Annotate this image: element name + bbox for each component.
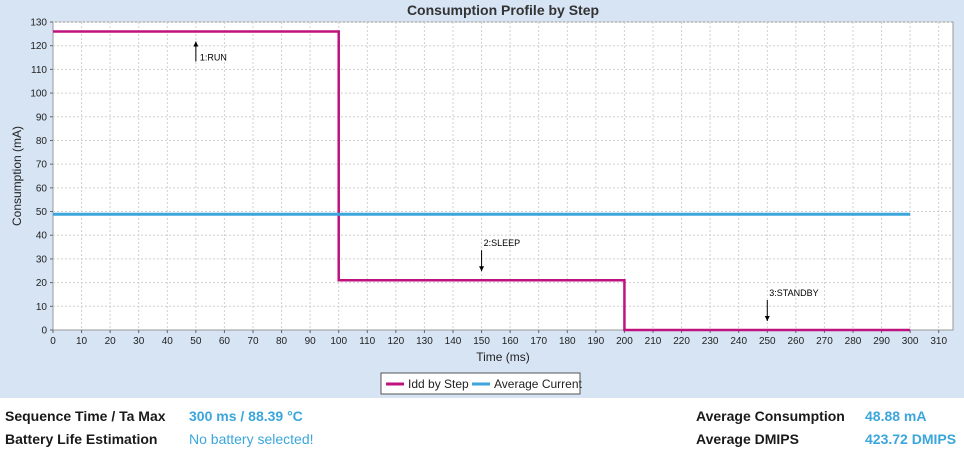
x-tick-label: 110 (359, 336, 375, 347)
x-tick-label: 10 (76, 336, 88, 347)
x-axis-label: Time (ms) (476, 350, 530, 364)
x-tick-label: 260 (788, 336, 805, 347)
average-consumption-label: Average Consumption (696, 408, 845, 424)
sequence-time-value: 300 ms / 88.39 °C (189, 408, 303, 424)
annotation-arrowhead-3-standby (764, 316, 770, 321)
y-tick-label: 130 (30, 18, 47, 29)
y-tick-label: 0 (41, 326, 47, 337)
consumption-chart: Consumption Profile by Step 0 10 20 30 40 50 60… (10, 2, 954, 395)
plot-area (52, 21, 954, 331)
y-tick-label: 60 (36, 183, 48, 194)
x-tick-label: 70 (247, 336, 259, 347)
x-tick-label: 80 (276, 336, 288, 347)
x-tick-label: 240 (730, 336, 747, 347)
x-tick-label: 310 (930, 336, 947, 347)
y-axis-label: Consumption (mA) (10, 126, 24, 226)
legend-label-average-current: Average Current (494, 377, 582, 391)
average-consumption-value: 48.88 mA (865, 408, 927, 424)
x-tick-label: 170 (530, 336, 547, 347)
y-tick-label: 30 (36, 254, 48, 265)
x-tick-label: 250 (759, 336, 776, 347)
chart-title: Consumption Profile by Step (407, 2, 599, 18)
annotation-label-2-sleep: 2:SLEEP (484, 238, 521, 248)
x-tick-label: 60 (219, 336, 231, 347)
x-tick-label: 280 (845, 336, 862, 347)
x-tick-label: 190 (588, 336, 605, 347)
x-tick-label: 50 (190, 336, 202, 347)
sequence-time-label: Sequence Time / Ta Max (5, 408, 166, 424)
x-tick-label: 140 (445, 336, 462, 347)
x-tick-label: 290 (873, 336, 890, 347)
x-tick-label: 120 (388, 336, 405, 347)
summary-footer: Sequence Time / Ta Max 300 ms / 88.39 °C… (0, 398, 964, 449)
y-tick-label: 50 (36, 207, 48, 218)
average-dmips-value: 423.72 DMIPS (865, 431, 957, 447)
y-tick-label: 80 (36, 136, 48, 147)
x-tick-label: 180 (559, 336, 576, 347)
x-tick-label: 220 (673, 336, 690, 347)
chart-panel: Consumption Profile by Step 0 10 20 30 40 50 60… (0, 0, 964, 398)
x-tick-label: 90 (305, 336, 317, 347)
battery-life-value: No battery selected! (189, 431, 314, 447)
x-tick-label: 150 (473, 336, 490, 347)
y-tick-label: 100 (30, 89, 47, 100)
annotation-arrowhead-1-run (193, 41, 199, 47)
x-tick-label: 40 (162, 336, 174, 347)
y-tick-label: 40 (36, 231, 48, 242)
legend-label-idd-by-step: Idd by Step (408, 377, 469, 391)
y-tick-label: 120 (30, 41, 47, 52)
x-tick-label: 0 (50, 336, 56, 347)
x-tick-label: 20 (105, 336, 117, 347)
series-line-idd-by-step (53, 30, 911, 332)
x-tick-label: 210 (645, 336, 662, 347)
x-tick-label: 270 (816, 336, 833, 347)
x-tick-label: 160 (502, 336, 519, 347)
y-tick-label: 20 (36, 278, 48, 289)
x-tick-label: 100 (330, 336, 347, 347)
x-tick-label: 130 (416, 336, 433, 347)
x-tick-label: 300 (902, 336, 919, 347)
y-tick-label: 90 (36, 112, 48, 123)
y-tick-label: 70 (36, 160, 48, 171)
battery-life-label: Battery Life Estimation (5, 431, 158, 447)
y-tick-label: 10 (36, 302, 48, 313)
y-tick-label: 110 (31, 65, 47, 76)
annotation-label-3-standby: 3:STANDBY (769, 288, 818, 298)
x-tick-label: 30 (133, 336, 145, 347)
x-tick-label: 200 (616, 336, 633, 347)
x-tick-label: 230 (702, 336, 719, 347)
annotation-label-1-run: 1:RUN (200, 52, 227, 62)
average-dmips-label: Average DMIPS (696, 431, 799, 447)
annotation-arrowhead-2-sleep (479, 266, 485, 272)
